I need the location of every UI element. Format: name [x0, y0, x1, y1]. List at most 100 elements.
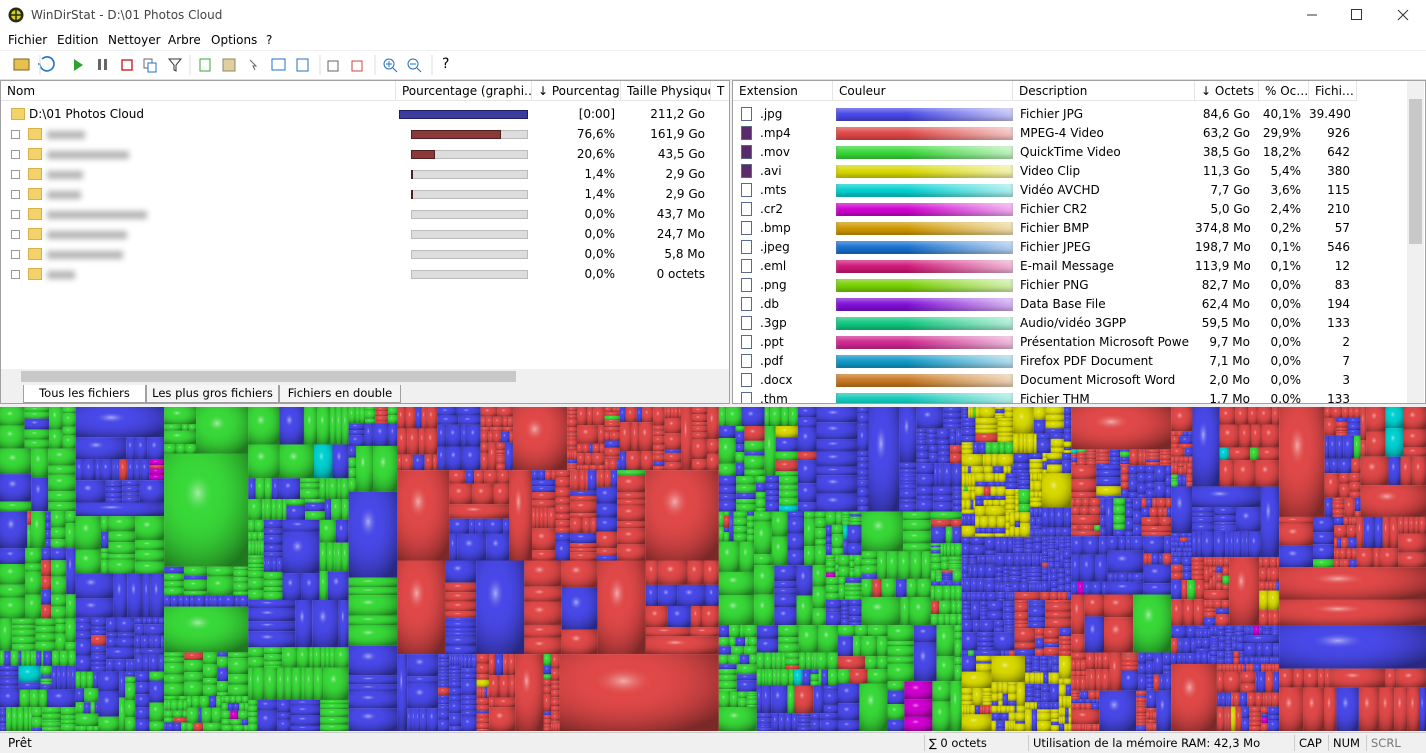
treemap-cell	[1146, 482, 1155, 489]
treemap-cell	[567, 415, 577, 418]
treemap-cell	[187, 696, 192, 708]
column-header[interactable]: Fichi…	[1309, 81, 1357, 101]
treemap-cell	[449, 670, 461, 673]
treemap-cell	[1008, 466, 1011, 473]
treemap-cell	[1214, 532, 1225, 557]
files: 39.490	[1309, 105, 1350, 124]
expand-box[interactable]	[11, 170, 20, 179]
treemap-cell	[1187, 626, 1196, 638]
treemap-cell	[862, 512, 903, 552]
column-header[interactable]: % Oc…	[1259, 81, 1309, 101]
tab[interactable]: Tous les fichiers	[23, 385, 146, 403]
tab[interactable]: Les plus gros fichiers	[146, 385, 279, 403]
treemap-cell	[719, 512, 724, 527]
treemap-cell	[1191, 576, 1204, 580]
treemap-cell	[998, 473, 1005, 482]
treemap-cell	[949, 569, 962, 571]
treemap-cell	[862, 551, 878, 559]
treemap-cell	[12, 644, 35, 651]
treemap-cell	[1015, 603, 1029, 612]
menu-item[interactable]: Options	[211, 33, 257, 47]
expand-box[interactable]	[11, 230, 20, 239]
treemap-cell	[992, 442, 1000, 454]
treemap-cell	[949, 561, 962, 564]
help-button[interactable]: ?	[442, 56, 449, 72]
treemap-cell	[972, 565, 978, 579]
color-swatch	[836, 374, 1013, 387]
column-header[interactable]: Description	[1013, 81, 1195, 101]
treemap-cell	[320, 709, 348, 717]
treemap-cell	[1050, 592, 1058, 600]
treemap-cell	[555, 542, 570, 561]
treemap-cell	[1048, 546, 1056, 549]
treemap-cell	[1013, 537, 1025, 541]
column-header[interactable]: T	[711, 81, 730, 101]
treemap-cell	[95, 702, 99, 713]
menu-item[interactable]: Edition	[57, 33, 99, 47]
treemap-cell	[1262, 424, 1280, 447]
column-header[interactable]: ↓ Octets	[1195, 81, 1259, 101]
treemap-cell	[1235, 626, 1244, 628]
treemap-cell	[766, 483, 780, 490]
treemap-cell	[567, 450, 569, 460]
treemap[interactable]	[0, 407, 1426, 731]
treemap-cell	[297, 647, 309, 667]
size-text: 161,9 Go	[621, 125, 705, 144]
tab[interactable]: Fichiers en double	[279, 385, 401, 403]
window-controls[interactable]	[1290, 0, 1426, 30]
treemap-cell	[1063, 716, 1065, 723]
treemap-cell	[1005, 412, 1014, 419]
treemap-cell	[125, 700, 135, 717]
treemap-cell	[1277, 557, 1279, 568]
treemap-cell	[76, 503, 164, 517]
treemap-cell	[118, 633, 135, 638]
treemap-cell	[917, 459, 929, 463]
treemap-cell	[1065, 569, 1071, 577]
expand-box[interactable]	[11, 190, 20, 199]
treemap-cell	[42, 722, 61, 727]
treemap-cell	[1051, 713, 1059, 719]
treemap-cell	[171, 595, 178, 606]
treemap-cell	[445, 592, 476, 601]
column-header[interactable]: Extension	[733, 81, 833, 101]
treemap-cell	[1091, 582, 1102, 595]
column-header[interactable]: Taille Physique	[621, 81, 711, 101]
treemap-cell	[42, 713, 61, 719]
treemap-cell	[108, 516, 135, 531]
menu-item[interactable]: ?	[266, 33, 272, 47]
expand-box[interactable]	[11, 270, 20, 279]
treemap-cell	[756, 508, 766, 511]
treemap-cell	[641, 451, 653, 470]
treemap-cell	[996, 729, 1005, 731]
menu-item[interactable]: Nettoyer	[108, 33, 161, 47]
treemap-cell	[771, 686, 787, 714]
treemap-cell	[305, 511, 325, 520]
treemap-cell	[815, 512, 826, 519]
column-header[interactable]: ↓ Pourcentage	[532, 81, 621, 101]
treemap-cell	[1006, 553, 1015, 566]
column-header[interactable]: Nom	[1, 81, 396, 101]
expand-box[interactable]	[11, 130, 20, 139]
treemap-cell	[931, 512, 962, 520]
treemap-cell	[184, 672, 203, 682]
expand-box[interactable]	[11, 150, 20, 159]
treemap-cell	[639, 422, 653, 451]
treemap-cell	[555, 528, 570, 533]
column-header[interactable]: Pourcentage (graphi…	[396, 81, 532, 101]
treemap-cell	[181, 722, 187, 731]
expand-box[interactable]	[11, 210, 20, 219]
treemap-cell	[691, 627, 719, 636]
expand-box[interactable]	[11, 250, 20, 259]
menu-item[interactable]: Fichier	[8, 33, 47, 47]
treemap-cell	[933, 496, 953, 503]
treemap-cell	[1119, 536, 1127, 551]
treemap-cell	[1267, 568, 1269, 582]
treemap-cell	[598, 465, 605, 470]
treemap-cell	[320, 704, 348, 709]
treemap-cell	[956, 429, 962, 445]
treemap-cell	[1204, 583, 1210, 590]
menu-item[interactable]: Arbre	[168, 33, 201, 47]
treemap-cell	[570, 513, 596, 517]
treemap-cell	[1017, 706, 1025, 713]
column-header[interactable]: Couleur	[833, 81, 1013, 101]
